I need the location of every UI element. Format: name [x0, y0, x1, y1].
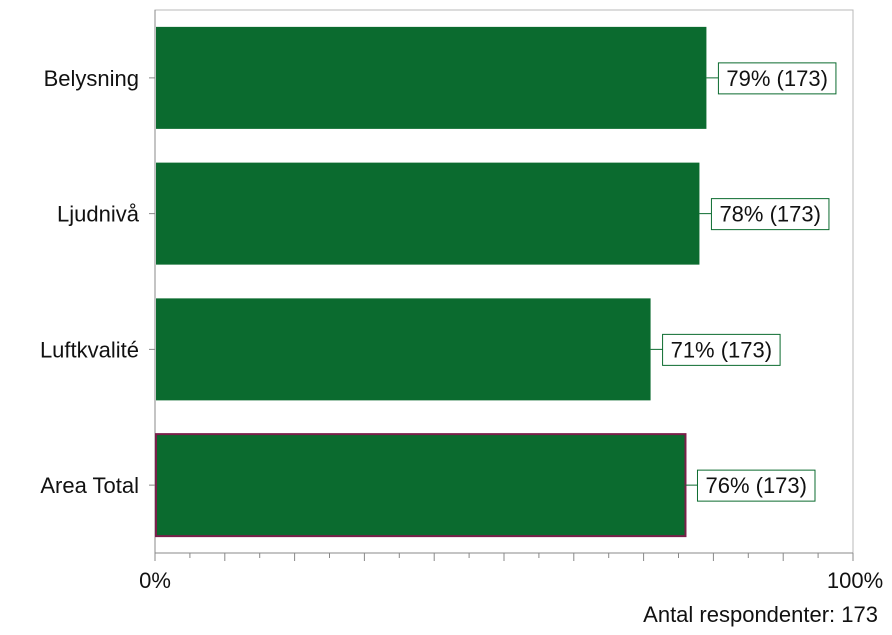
category-label: Luftkvalité — [40, 337, 139, 362]
data-label: 71% (173) — [671, 337, 773, 362]
data-label-box — [662, 333, 781, 366]
bar-ljudniv- — [156, 162, 700, 265]
data-label: 78% (173) — [719, 202, 821, 227]
category-label: Ljudnivå — [57, 202, 140, 227]
data-label: 79% (173) — [726, 66, 828, 91]
category-label: Area Total — [40, 473, 139, 498]
category-labels: Belysning Ljudnivå Luftkvalité Area Total — [40, 66, 155, 498]
bar-area-total — [155, 433, 687, 538]
data-label-box — [710, 198, 830, 231]
bar-luftkvalit- — [156, 298, 651, 401]
respondents-count: Antal respondenter: 173 — [643, 602, 878, 627]
bar-belysning — [156, 26, 707, 129]
data-labels: 79% (173) 78% (173) 71% (173) 76% (173) — [650, 62, 837, 502]
x-tick-label-100: 100% — [827, 568, 883, 593]
bars-group — [155, 26, 707, 538]
data-label: 76% (173) — [705, 473, 807, 498]
data-label-box — [696, 469, 816, 502]
category-label: Belysning — [44, 66, 139, 91]
x-tick-label-0: 0% — [139, 568, 171, 593]
data-label-box — [717, 62, 837, 95]
x-axis-ticks — [154, 553, 854, 561]
